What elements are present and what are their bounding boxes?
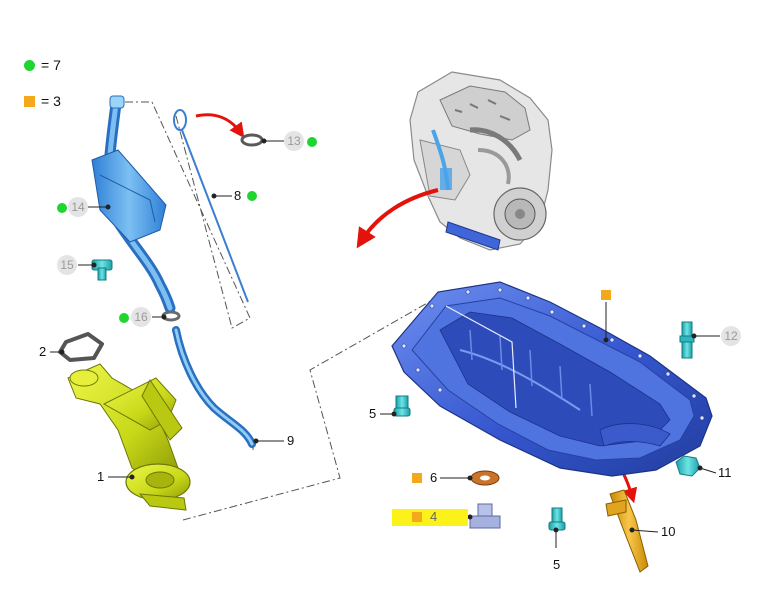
orange-square-icon	[601, 290, 611, 300]
callout-1: 1	[97, 469, 105, 484]
callout-5-bottom: 5	[553, 557, 561, 572]
callout-4: 4	[430, 509, 438, 524]
green-dot-icon	[24, 59, 35, 71]
drain-plug-4-illustration	[469, 503, 501, 529]
legend-green: = 7	[24, 57, 61, 73]
stud-12-illustration	[679, 321, 695, 359]
washer-6-hole	[480, 475, 490, 481]
leader-lines	[50, 138, 720, 548]
callout-11: 11	[718, 465, 732, 480]
legend-green-text: = 7	[41, 57, 61, 73]
callout-6: 6	[430, 470, 438, 485]
callout-2: 2	[39, 344, 47, 359]
callout-15: 15	[57, 255, 77, 275]
bolt-5-left-illustration	[393, 395, 411, 417]
callout-4-highlight	[392, 509, 468, 526]
dipstick-tube-illustration	[91, 95, 176, 314]
bolt-5-bottom-illustration	[548, 507, 566, 531]
callout-5-left: 5	[369, 406, 377, 421]
oil-pump-pickup-illustration	[67, 363, 191, 511]
oil-level-sensor-10-illustration	[605, 489, 649, 573]
green-dot-icon	[119, 313, 129, 323]
oil-return-tube-highlight	[174, 328, 254, 446]
legend-orange: = 3	[24, 93, 61, 109]
red-arrow-engine	[356, 188, 439, 249]
callout-8: 8	[234, 188, 242, 203]
engine-illustration	[409, 71, 553, 251]
green-dot-icon	[307, 137, 317, 147]
callout-9: 9	[287, 433, 295, 448]
callout-13: 13	[284, 131, 304, 151]
orange-square-icon	[412, 473, 422, 483]
red-arrow-dipstick	[195, 113, 245, 139]
green-dot-icon	[57, 203, 67, 213]
nut-11-illustration	[675, 455, 701, 477]
callout-12: 12	[721, 326, 741, 346]
orange-square-icon	[24, 95, 35, 107]
oil-return-tube	[172, 326, 256, 448]
seal-13-illustration	[240, 133, 264, 147]
legend-orange-text: = 3	[41, 93, 61, 109]
gasket-2-illustration	[58, 332, 104, 362]
oil-pan-illustration	[391, 281, 713, 477]
green-dot-icon	[247, 191, 257, 201]
callout-14: 14	[68, 197, 88, 217]
dipstick-illustration	[173, 109, 249, 303]
orange-square-icon	[412, 512, 422, 522]
callout-10: 10	[661, 524, 676, 539]
callout-16: 16	[131, 307, 151, 327]
